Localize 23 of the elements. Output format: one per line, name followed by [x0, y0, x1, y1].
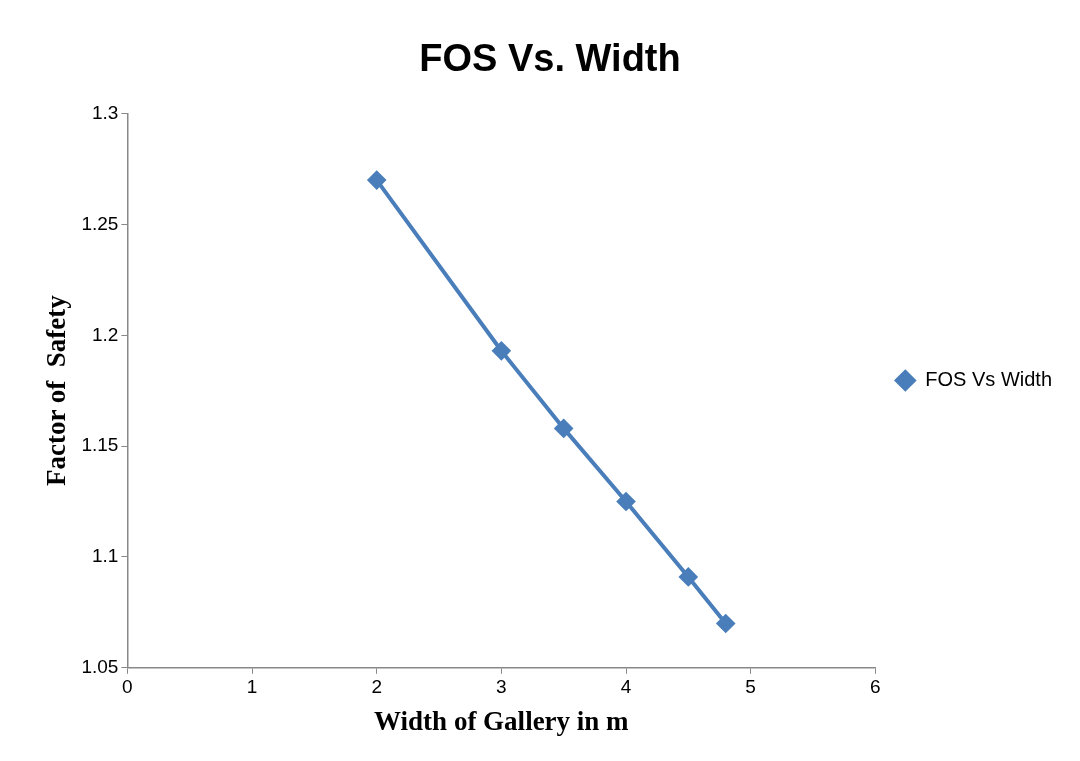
y-tick-label: 1.2: [91, 323, 119, 345]
chart-title: FOS Vs. Width: [419, 37, 681, 80]
point: [554, 419, 573, 438]
y-tick-label: 1.3: [91, 101, 119, 123]
y-tick-label: 1.15: [81, 434, 119, 456]
legend-label: FOS Vs Width: [925, 368, 1053, 391]
y-tick-label: 1.25: [81, 212, 119, 234]
x-tick-label: 5: [745, 676, 756, 698]
x-tick-label: 1: [246, 676, 258, 698]
y-tick-label: 1.05: [81, 656, 119, 678]
x-tick-label: 4: [620, 676, 632, 698]
point: [492, 341, 511, 360]
y-axis-title: Factor of Safety: [41, 294, 72, 487]
x-tick-label: 0: [122, 676, 133, 698]
x-tick-label: 2: [371, 676, 382, 698]
x-tick-label: 6: [870, 676, 881, 698]
x-axis-title: Width of Gallery in m: [374, 705, 630, 736]
point: [367, 171, 386, 190]
y-tick-label: 1.1: [91, 545, 119, 567]
point: [679, 567, 698, 586]
point: [617, 492, 635, 511]
point: [716, 614, 735, 633]
x-tick-label: 3: [496, 676, 507, 698]
